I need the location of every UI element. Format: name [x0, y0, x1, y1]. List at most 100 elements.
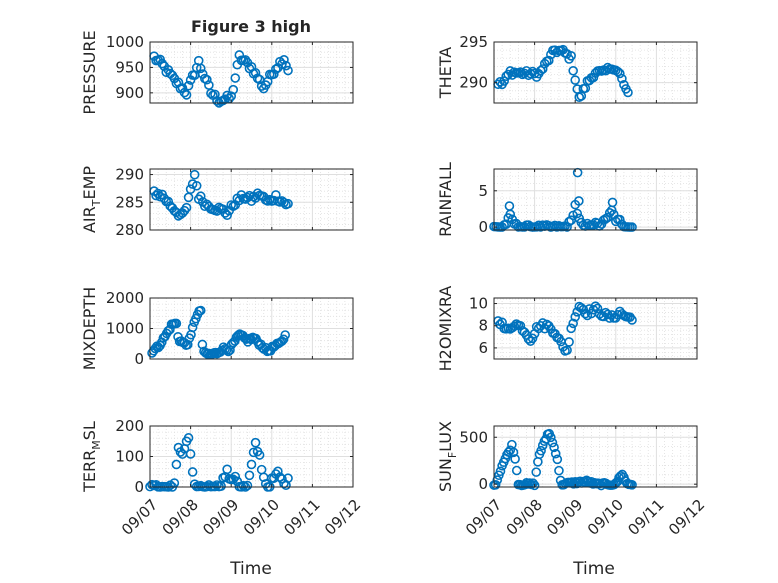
data-point: [256, 81, 267, 91]
data-point: [508, 447, 519, 458]
x-tick-label: 09/11: [624, 496, 667, 539]
data-point: [177, 83, 188, 93]
data-point: [187, 467, 198, 477]
data-point: [238, 480, 249, 491]
data-point: [495, 76, 505, 87]
axes-frame: [493, 168, 698, 231]
y-axis-label: MIXDEPTH: [80, 287, 99, 370]
y-tick-label: 2000: [106, 289, 144, 307]
axes-background: [494, 426, 697, 487]
data-point: [627, 222, 637, 232]
axes-frame: [149, 41, 354, 104]
subplot-rainfall: 0 5 RAINFALL: [436, 162, 698, 237]
data-point: [537, 64, 548, 74]
x-tick-label: 09/08: [503, 496, 546, 539]
y-axis-label: THETA: [436, 47, 455, 99]
data-point: [195, 63, 206, 74]
data-point: [570, 75, 581, 85]
data-point: [536, 445, 546, 456]
data-point: [544, 55, 554, 66]
data-point: [613, 66, 623, 77]
data-point: [535, 65, 546, 76]
x-tick-label: 09/12: [321, 496, 364, 539]
data-point: [529, 480, 540, 491]
y-axis-label-rest: LUX: [436, 421, 455, 452]
data-point: [566, 50, 576, 61]
x-tick-label: 09/08: [159, 496, 202, 539]
data-point: [590, 301, 601, 311]
data-point: [568, 65, 578, 76]
data-point: [495, 466, 506, 477]
data-point: [279, 197, 289, 208]
axes-frame: [493, 297, 698, 360]
data-point: [228, 201, 239, 212]
data-point: [195, 191, 206, 202]
y-axis-label-rest: EMP: [80, 166, 99, 200]
y-tick-label: 0: [134, 350, 144, 368]
data-point: [511, 465, 522, 476]
data-point: [242, 480, 253, 491]
data-point: [206, 88, 216, 99]
data-point: [271, 64, 281, 74]
data-point: [171, 318, 182, 329]
data-point: [202, 74, 212, 85]
y-tick-label: 10: [469, 295, 488, 313]
data-point: [183, 80, 194, 91]
data-point: [254, 450, 265, 460]
data-point: [283, 473, 293, 484]
y-tick-label: 1000: [106, 320, 144, 338]
data-point: [592, 303, 603, 314]
x-tick-label: 09/09: [543, 496, 586, 539]
y-axis-label: SUNFLUX: [436, 421, 459, 492]
axes-frame: [149, 168, 354, 231]
data-point: [221, 345, 232, 355]
data-point: [279, 54, 289, 65]
y-tick-label: 100: [115, 448, 144, 466]
data-point: [283, 65, 293, 76]
data-point: [546, 432, 556, 443]
data-point: [212, 480, 222, 490]
y-axis-label-main: SUN: [436, 458, 455, 492]
subplot-pressure: 900 950 1000 PRESSURE: [80, 30, 354, 115]
data-point: [568, 318, 578, 329]
subplot-air-temp: 280 285 290 AIRTEMP: [80, 166, 354, 239]
axes-frame: [493, 425, 698, 488]
x-tick-label: 09/11: [280, 496, 323, 539]
data-point: [527, 333, 538, 344]
y-tick-label: 6: [478, 339, 488, 357]
y-axis-label: H2OMIXRA: [436, 286, 455, 372]
data-point: [623, 87, 633, 98]
y-axis-label-main: AIR: [80, 206, 99, 233]
y-tick-label: 290: [459, 74, 488, 92]
y-tick-label: 0: [134, 478, 144, 496]
data-point: [283, 198, 293, 209]
data-point: [182, 339, 193, 350]
data-point: [250, 68, 261, 78]
y-tick-label: 1000: [106, 33, 144, 51]
data-point: [617, 73, 627, 84]
data-point: [230, 73, 241, 83]
y-tick-label: 900: [115, 84, 144, 102]
data-point: [492, 475, 503, 485]
y-axis-label-main: TERR: [80, 450, 99, 493]
data-point: [171, 459, 182, 470]
data-point: [278, 334, 289, 345]
y-tick-label: 290: [115, 166, 144, 184]
y-tick-label: 285: [115, 193, 144, 211]
data-point: [615, 214, 625, 225]
data-point: [509, 321, 520, 332]
y-axis-label: PRESSURE: [80, 30, 99, 114]
x-axis-label-right: Time: [572, 559, 615, 579]
data-point: [549, 442, 559, 453]
x-tick-label: 09/10: [240, 496, 283, 539]
y-tick-label: 295: [459, 33, 488, 51]
data-point: [547, 437, 558, 448]
y-axis-label-subscript: F: [446, 452, 459, 458]
data-point: [572, 208, 583, 219]
data-point: [615, 68, 625, 79]
data-point: [151, 190, 161, 201]
